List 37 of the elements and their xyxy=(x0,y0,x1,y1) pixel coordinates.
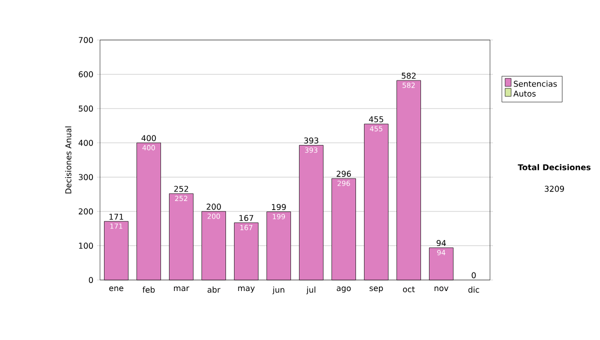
total-label: 400 xyxy=(142,135,156,142)
total-label: 393 xyxy=(304,137,318,144)
total-label: 296 xyxy=(336,170,351,177)
y-tick-label: 500 xyxy=(78,106,93,112)
total-label: 0 xyxy=(472,272,476,278)
legend-label: Autos xyxy=(513,90,536,97)
y-tick-label: 0 xyxy=(88,276,93,284)
y-tick-label: 600 xyxy=(78,71,93,78)
x-tick-label: may xyxy=(238,286,255,293)
text: Total Decisiones xyxy=(518,164,590,170)
x-tick-label: oct xyxy=(402,286,415,292)
y-tick-label: 300 xyxy=(78,174,93,180)
total-label: 252 xyxy=(174,186,188,192)
total-label: 455 xyxy=(369,116,384,122)
x-tick-label: jul xyxy=(306,286,316,294)
total-label: 171 xyxy=(109,214,124,220)
x-tick-label: feb xyxy=(142,286,155,293)
x-tick-label: jun xyxy=(272,286,284,294)
text: 3209 xyxy=(544,186,564,192)
x-tick-label: dic xyxy=(468,286,480,293)
total-label: 94 xyxy=(436,240,446,246)
x-tick-label: abr xyxy=(208,286,220,293)
total-label: 167 xyxy=(239,214,254,222)
total-label: 582 xyxy=(402,72,416,79)
y-tick-label: 400 xyxy=(78,140,93,146)
legend-label: Sentencias xyxy=(514,80,557,87)
x-tick-label: ago xyxy=(336,286,351,293)
y-tick-label: 100 xyxy=(79,242,93,249)
x-tick-label: ene xyxy=(109,286,124,292)
x-tick-label: mar xyxy=(174,286,190,292)
y-tick-label: 700 xyxy=(78,36,93,44)
total-label: 199 xyxy=(272,204,286,210)
y-tick-label: 200 xyxy=(78,208,93,214)
x-tick-label: sep xyxy=(370,286,383,293)
y-axis-title: Decisiones Anual xyxy=(65,126,72,194)
x-tick-label: nov xyxy=(434,286,448,292)
total-label: 200 xyxy=(206,204,221,210)
